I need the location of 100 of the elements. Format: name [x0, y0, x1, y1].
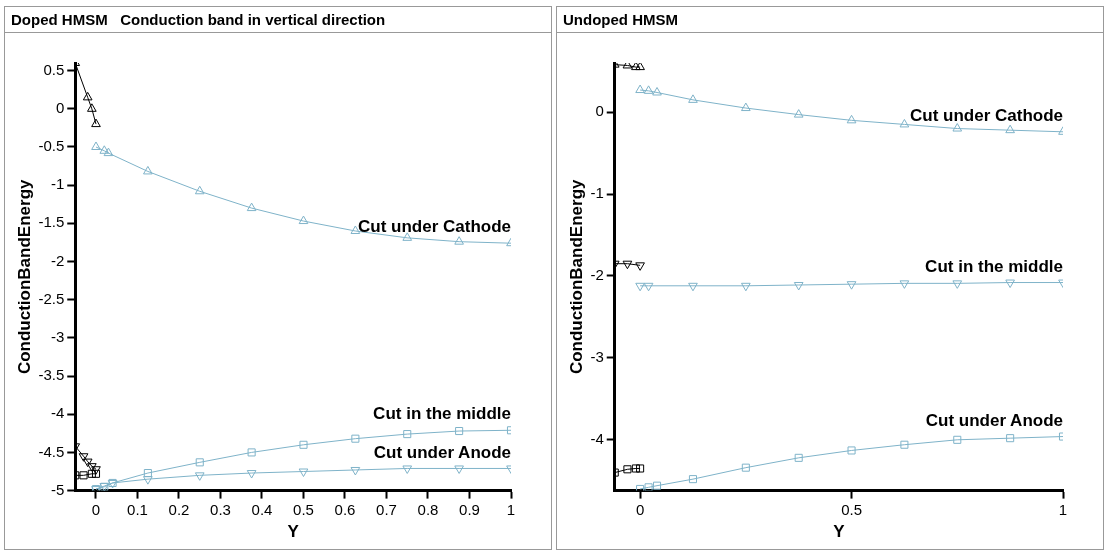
point: [636, 484, 645, 491]
x-tick-label: 0.9: [459, 500, 480, 518]
chart-title: Undoped HMSM: [557, 7, 1103, 33]
point: [622, 260, 633, 270]
point: [846, 281, 857, 290]
point: [623, 465, 632, 474]
point: [643, 85, 654, 94]
y-tick-label: -4: [50, 404, 65, 422]
x-tick-label: 0.2: [168, 500, 190, 518]
point: [298, 468, 309, 478]
point: [298, 215, 309, 225]
point: [91, 466, 101, 475]
point: [82, 458, 93, 468]
point: [454, 465, 464, 474]
y-tick-label: -3: [590, 348, 604, 366]
point: [741, 463, 750, 472]
y-tick-label: -5: [50, 480, 65, 498]
x-tick-label: 0.8: [417, 500, 439, 518]
point: [741, 282, 751, 292]
y-axis-title: ConductionBandEnergy: [566, 178, 586, 375]
y-tick-label: -1: [50, 175, 65, 193]
point: [246, 470, 257, 479]
point: [635, 84, 645, 94]
x-tick-label: 1: [506, 500, 516, 518]
point: [794, 453, 803, 462]
series-label: Cut under Anode: [373, 442, 511, 462]
point: [455, 427, 464, 436]
point: [631, 464, 640, 473]
point: [195, 458, 204, 467]
point: [143, 476, 153, 485]
point: [402, 232, 413, 241]
y-tick-label: -3.5: [38, 366, 65, 384]
series-label: Cut under Anode: [925, 410, 1063, 430]
point: [643, 282, 654, 292]
point: [143, 469, 152, 478]
point: [847, 446, 856, 455]
point: [79, 471, 88, 480]
y-tick-label: -1.5: [38, 213, 65, 231]
y-tick-label: -1: [590, 184, 604, 202]
point: [652, 86, 662, 96]
point: [644, 483, 653, 491]
point: [91, 118, 101, 128]
point: [402, 465, 413, 474]
x-tick-label: 0.7: [376, 500, 397, 518]
y-tick-label: -2.5: [38, 289, 65, 307]
point: [635, 262, 645, 271]
point: [899, 280, 910, 289]
y-axis-title: ConductionBandEnergy: [14, 178, 34, 375]
y-tick-label: 0: [595, 102, 604, 120]
y-tick-label: -0.5: [38, 137, 65, 155]
y-tick-label: -2: [50, 251, 65, 269]
point: [635, 63, 645, 71]
point: [952, 280, 963, 289]
point: [1006, 434, 1015, 443]
point: [403, 430, 412, 439]
point: [103, 147, 114, 157]
series-label: Cut under Cathode: [910, 106, 1063, 125]
point: [688, 94, 698, 103]
point: [899, 118, 910, 128]
point: [87, 463, 97, 472]
point: [78, 453, 89, 462]
x-axis-title: Y: [287, 522, 300, 542]
point: [87, 469, 96, 478]
point: [793, 109, 804, 118]
point: [952, 123, 963, 132]
y-tick-label: -4.5: [38, 442, 65, 460]
x-tick-label: 0.5: [293, 500, 314, 518]
x-tick-label: 0.6: [334, 500, 356, 518]
point: [246, 202, 257, 212]
point: [350, 466, 361, 476]
point: [793, 281, 804, 291]
point: [194, 185, 205, 195]
y-tick-label: -2: [590, 266, 604, 284]
y-tick-label: -3: [50, 328, 65, 346]
y-tick-label: 0: [55, 98, 65, 116]
x-tick-label: 0: [91, 500, 101, 518]
series-label: Cut under Cathode: [358, 217, 511, 237]
point: [194, 472, 205, 481]
x-tick-label: 0.4: [251, 500, 273, 518]
point: [1005, 279, 1015, 289]
point: [87, 103, 97, 112]
point: [91, 141, 101, 150]
point: [741, 102, 751, 112]
chart-title: Doped HMSM Conduction band in vertical direction: [5, 7, 551, 33]
point: [247, 448, 256, 457]
point: [636, 464, 645, 473]
y-tick-label: -4: [590, 429, 604, 447]
point: [454, 236, 464, 245]
x-tick-label: 0.1: [127, 500, 148, 518]
x-tick-label: 0.5: [841, 500, 862, 518]
point: [299, 440, 308, 449]
point: [900, 440, 909, 449]
point: [953, 435, 962, 444]
point: [652, 481, 662, 490]
point: [688, 282, 698, 292]
point: [635, 282, 645, 292]
point: [99, 145, 110, 154]
point: [82, 91, 93, 101]
y-tick-label: 0.5: [43, 60, 65, 78]
point: [351, 434, 360, 443]
